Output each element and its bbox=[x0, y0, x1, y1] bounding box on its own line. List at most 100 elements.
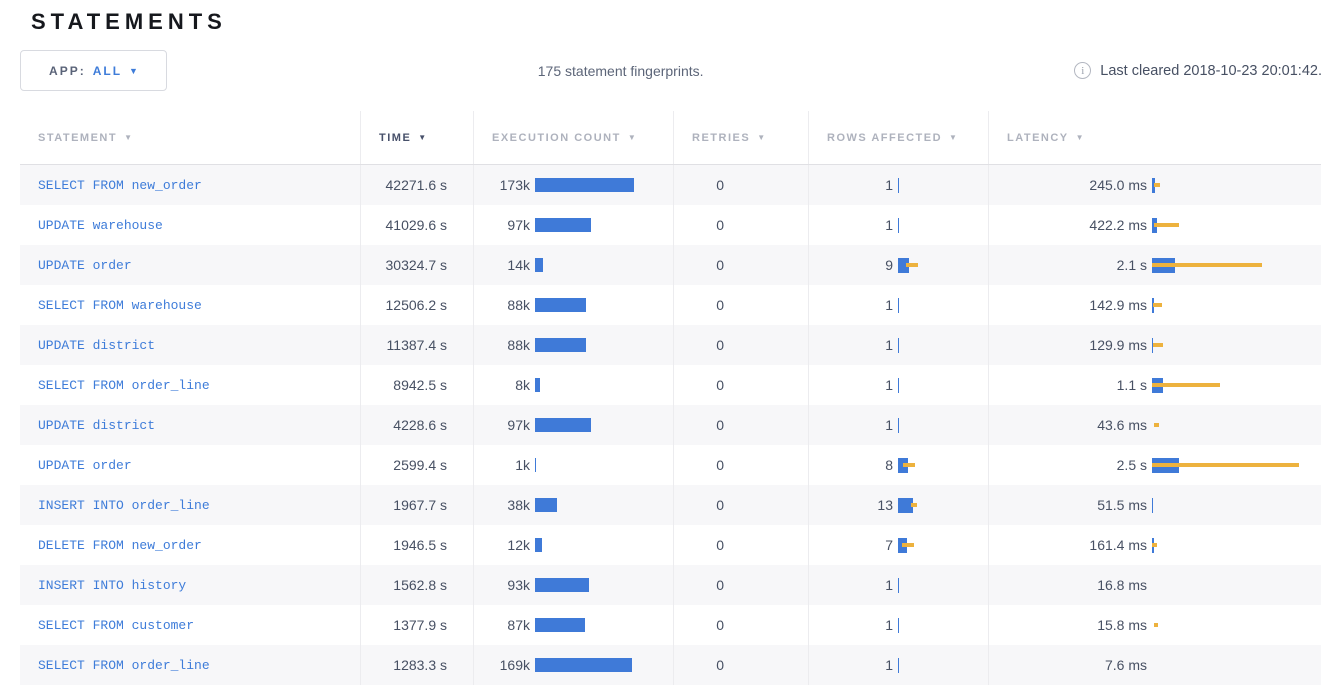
statement-link[interactable]: UPDATE order bbox=[38, 457, 132, 473]
rows-affected-mean-bar bbox=[898, 577, 899, 593]
statement-link[interactable]: UPDATE district bbox=[38, 417, 156, 433]
latency-stddev-line bbox=[1154, 183, 1160, 187]
statement-cell: SELECT FROM warehouse bbox=[20, 285, 360, 325]
statement-link[interactable]: SELECT FROM order_line bbox=[38, 377, 210, 393]
rows-affected-value: 9 bbox=[885, 257, 893, 273]
statement-link[interactable]: UPDATE warehouse bbox=[38, 217, 163, 233]
table-row: UPDATE order 2599.4 s 1k 0 8 2.5 s bbox=[20, 445, 1321, 485]
execution-count-value: 97k bbox=[507, 417, 530, 433]
statement-link[interactable]: UPDATE order bbox=[38, 257, 132, 273]
retries-value: 0 bbox=[716, 417, 724, 433]
execution-count-cell: 87k bbox=[473, 605, 673, 645]
statement-link[interactable]: UPDATE district bbox=[38, 337, 156, 353]
table-row: SELECT FROM customer 1377.9 s 87k 0 1 15… bbox=[20, 605, 1321, 645]
statement-link[interactable]: DELETE FROM new_order bbox=[38, 537, 202, 553]
column-header-latency[interactable]: LATENCY ▼ bbox=[988, 111, 1321, 164]
latency-cell: 1.1 s bbox=[988, 365, 1321, 405]
statement-link[interactable]: SELECT FROM order_line bbox=[38, 657, 210, 673]
table-row: SELECT FROM order_line 8942.5 s 8k 0 1 1… bbox=[20, 365, 1321, 405]
rows-affected-mean-bar bbox=[898, 337, 899, 353]
retries-value: 0 bbox=[716, 217, 724, 233]
time-value: 42271.6 s bbox=[385, 177, 448, 193]
time-cell: 41029.6 s bbox=[360, 205, 473, 245]
rows-affected-mean-bar bbox=[898, 497, 913, 513]
latency-cell: 422.2 ms bbox=[988, 205, 1321, 245]
column-header-label: TIME bbox=[379, 131, 412, 144]
latency-barchart bbox=[1152, 337, 1321, 354]
statement-link[interactable]: SELECT FROM customer bbox=[38, 617, 195, 633]
latency-cell: 43.6 ms bbox=[988, 405, 1321, 445]
rows-affected-mean-bar bbox=[898, 377, 899, 393]
table-row: UPDATE order 30324.7 s 14k 0 9 2.1 s bbox=[20, 245, 1321, 285]
statement-link[interactable]: INSERT INTO order_line bbox=[38, 497, 210, 513]
app-filter-label: APP: bbox=[49, 63, 86, 78]
statement-cell: DELETE FROM new_order bbox=[20, 525, 360, 565]
retries-value: 0 bbox=[716, 377, 724, 393]
execution-count-value: 173k bbox=[499, 177, 530, 193]
time-cell: 12506.2 s bbox=[360, 285, 473, 325]
execution-count-value: 8k bbox=[515, 377, 530, 393]
execution-count-bar bbox=[535, 458, 536, 472]
statements-table: STATEMENT ▼ TIME ▼ EXECUTION COUNT ▼ RET… bbox=[20, 111, 1321, 685]
rows-affected-value: 7 bbox=[885, 537, 893, 553]
retries-cell: 0 bbox=[673, 525, 808, 565]
execution-count-value: 87k bbox=[507, 617, 530, 633]
latency-stddev-line bbox=[1152, 463, 1299, 467]
statement-link[interactable]: SELECT FROM warehouse bbox=[38, 297, 202, 313]
latency-cell: 2.1 s bbox=[988, 245, 1321, 285]
latency-mean-bar bbox=[1152, 497, 1153, 513]
retries-value: 0 bbox=[716, 617, 724, 633]
statement-cell: UPDATE warehouse bbox=[20, 205, 360, 245]
execution-count-cell: 14k bbox=[473, 245, 673, 285]
table-row: INSERT INTO history 1562.8 s 93k 0 1 16.… bbox=[20, 565, 1321, 605]
execution-count-value: 14k bbox=[507, 257, 530, 273]
column-header-retries[interactable]: RETRIES ▼ bbox=[673, 111, 808, 164]
execution-count-cell: 88k bbox=[473, 325, 673, 365]
column-header-execution-count[interactable]: EXECUTION COUNT ▼ bbox=[473, 111, 673, 164]
table-row: UPDATE district 11387.4 s 88k 0 1 129.9 … bbox=[20, 325, 1321, 365]
execution-count-bar bbox=[535, 298, 586, 312]
column-header-time[interactable]: TIME ▼ bbox=[360, 111, 473, 164]
execution-count-cell: 97k bbox=[473, 205, 673, 245]
table-row: UPDATE district 4228.6 s 97k 0 1 43.6 ms bbox=[20, 405, 1321, 445]
rows-affected-barchart bbox=[898, 577, 988, 594]
retries-cell: 0 bbox=[673, 285, 808, 325]
latency-barchart bbox=[1152, 257, 1321, 274]
execution-count-bar bbox=[535, 658, 632, 672]
latency-value: 161.4 ms bbox=[1089, 537, 1147, 553]
statement-link[interactable]: INSERT INTO history bbox=[38, 577, 187, 593]
execution-count-cell: 173k bbox=[473, 165, 673, 205]
execution-count-value: 169k bbox=[499, 657, 530, 673]
info-icon[interactable]: i bbox=[1074, 62, 1092, 79]
rows-affected-cell: 13 bbox=[808, 485, 988, 525]
column-header-rows-affected[interactable]: ROWS AFFECTED ▼ bbox=[808, 111, 988, 164]
retries-value: 0 bbox=[716, 297, 724, 313]
statement-link[interactable]: SELECT FROM new_order bbox=[38, 177, 202, 193]
execution-count-value: 93k bbox=[507, 577, 530, 593]
latency-barchart bbox=[1152, 297, 1321, 314]
retries-value: 0 bbox=[716, 457, 724, 473]
rows-affected-barchart bbox=[898, 657, 988, 674]
execution-count-bar bbox=[535, 578, 589, 592]
latency-cell: 15.8 ms bbox=[988, 605, 1321, 645]
time-cell: 1562.8 s bbox=[360, 565, 473, 605]
latency-value: 2.5 s bbox=[1116, 457, 1147, 473]
rows-affected-barchart bbox=[898, 337, 988, 354]
latency-stddev-line bbox=[1152, 383, 1220, 387]
sort-arrow-icon: ▼ bbox=[124, 133, 134, 142]
app-filter-dropdown[interactable]: APP: ALL ▼ bbox=[20, 50, 167, 91]
rows-affected-cell: 1 bbox=[808, 645, 988, 685]
time-cell: 2599.4 s bbox=[360, 445, 473, 485]
execution-count-cell: 8k bbox=[473, 365, 673, 405]
statement-cell: SELECT FROM order_line bbox=[20, 645, 360, 685]
latency-mean-bar bbox=[1152, 337, 1153, 353]
column-header-label: EXECUTION COUNT bbox=[492, 131, 621, 144]
retries-value: 0 bbox=[716, 497, 724, 513]
latency-barchart bbox=[1152, 417, 1321, 434]
table-row: DELETE FROM new_order 1946.5 s 12k 0 7 1… bbox=[20, 525, 1321, 565]
column-header-statement[interactable]: STATEMENT ▼ bbox=[20, 111, 360, 164]
rows-affected-value: 1 bbox=[885, 577, 893, 593]
latency-value: 129.9 ms bbox=[1089, 337, 1147, 353]
table-header: STATEMENT ▼ TIME ▼ EXECUTION COUNT ▼ RET… bbox=[20, 111, 1321, 165]
time-cell: 11387.4 s bbox=[360, 325, 473, 365]
